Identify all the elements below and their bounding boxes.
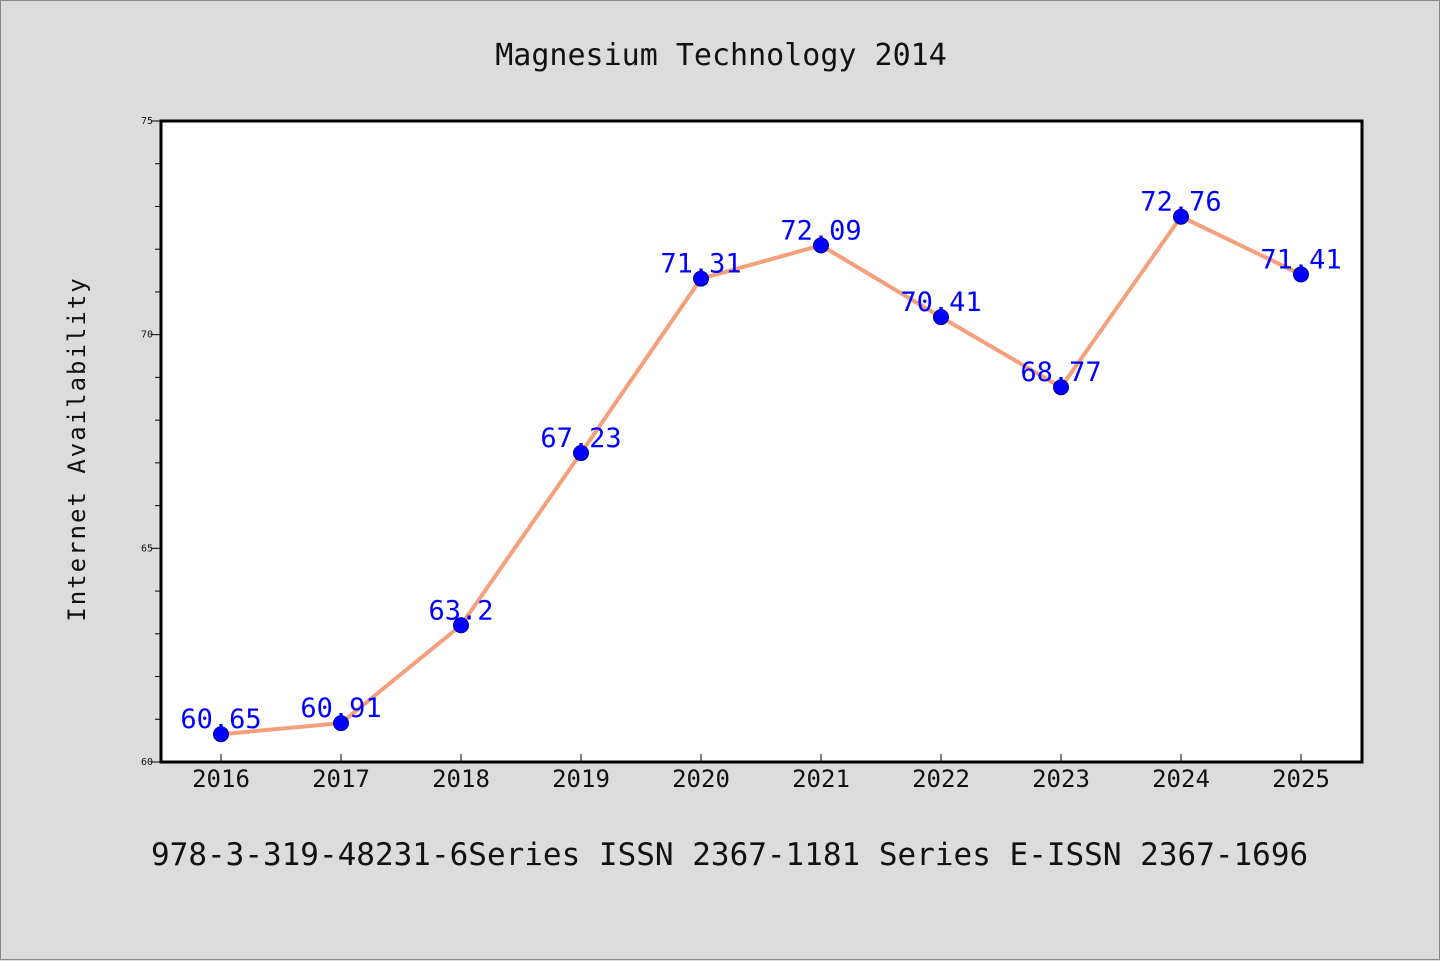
data-point: [453, 617, 469, 634]
x-tick-label: 2017: [312, 765, 370, 793]
data-label: 71.41: [1260, 244, 1341, 275]
data-point: [933, 309, 949, 326]
data-label: 63.2: [428, 595, 493, 626]
x-tick-label: 2021: [792, 765, 850, 793]
chart-title: Magnesium Technology 2014: [495, 38, 947, 73]
x-tick-label: 2018: [432, 765, 490, 793]
footer-isbn-issn: 978-3-319-48231-6Series ISSN 2367-1181 S…: [151, 837, 1308, 873]
y-axis: 60 65 70 75: [141, 116, 161, 768]
data-point: [693, 270, 709, 287]
series: 60.65 60.91 63.2 67.23 71.31 72.09 70.41 68.77 7…: [180, 187, 1342, 743]
data-label: 71.31: [660, 249, 741, 280]
data-point: [213, 726, 229, 743]
data-point: [333, 715, 349, 732]
data-point: [813, 237, 829, 254]
data-label: 60.65: [180, 704, 261, 735]
x-tick-label: 2024: [1152, 765, 1210, 793]
data-label: 60.91: [300, 693, 381, 724]
y-tick-label: 70: [141, 330, 153, 341]
x-axis: 2016 2017 2018 2019 2020 2021 2022 2023 2024 2025: [192, 754, 1330, 793]
y-tick-label: 65: [141, 543, 153, 554]
data-label: 72.76: [1140, 187, 1221, 218]
series-line: [220, 214, 1302, 737]
data-label: 67.23: [540, 423, 621, 454]
plot-area: [159, 119, 1364, 764]
data-point: [573, 445, 589, 462]
y-tick-label: 75: [141, 116, 153, 127]
data-label: 68.77: [1020, 357, 1101, 388]
data-point: [1293, 266, 1309, 283]
data-label: 72.09: [780, 215, 861, 246]
data-point: [1053, 379, 1069, 396]
y-axis-label: Internet Availability: [63, 276, 91, 621]
y-tick-label: 60: [141, 757, 153, 768]
data-label: 70.41: [900, 287, 981, 318]
x-tick-label: 2022: [912, 765, 970, 793]
x-tick-label: 2019: [552, 765, 610, 793]
x-tick-label: 2023: [1032, 765, 1090, 793]
data-point: [1173, 208, 1189, 225]
x-tick-label: 2025: [1272, 765, 1330, 793]
x-tick-label: 2016: [192, 765, 250, 793]
x-tick-label: 2020: [672, 765, 730, 793]
